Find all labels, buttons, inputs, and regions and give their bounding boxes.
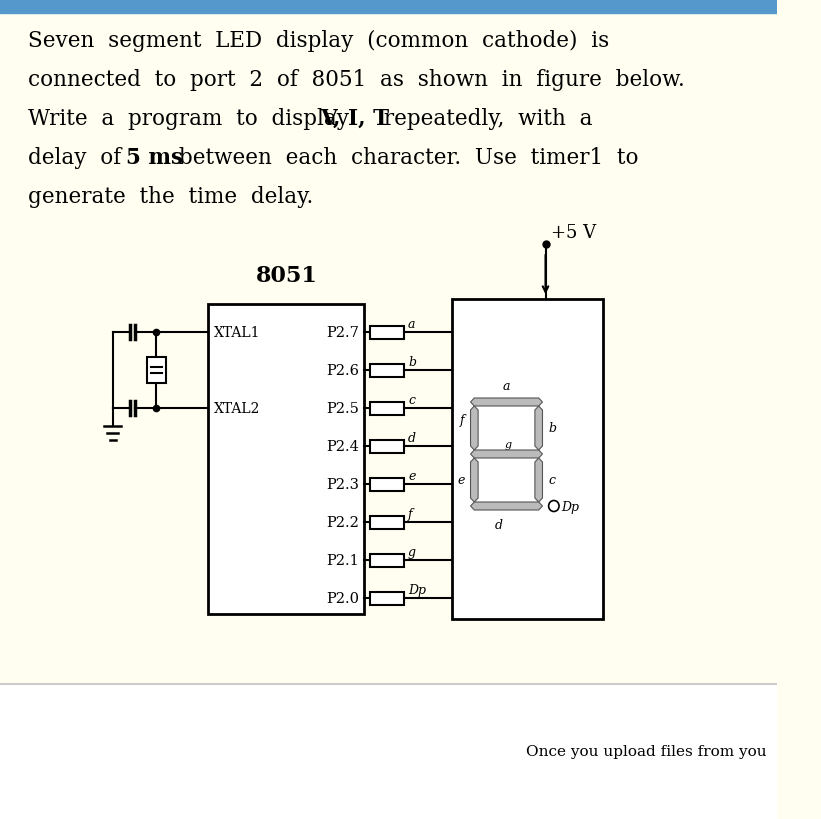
Bar [370, 440, 404, 453]
Bar [370, 364, 404, 377]
Polygon shape [470, 399, 543, 406]
Text: P2.4: P2.4 [326, 440, 359, 454]
Bar [0, 684, 777, 819]
Text: e: e [408, 469, 415, 482]
Text: XTAL2: XTAL2 [214, 401, 260, 415]
Bar [370, 402, 404, 415]
Text: a: a [408, 318, 415, 331]
Polygon shape [470, 450, 543, 459]
Text: Dp: Dp [408, 583, 426, 596]
Text: P2.0: P2.0 [326, 591, 359, 605]
Text: repeatedly,  with  a: repeatedly, with a [377, 108, 592, 130]
Text: f: f [461, 414, 465, 427]
Text: g: g [408, 545, 416, 559]
Bar [147, 358, 166, 383]
Text: e: e [457, 474, 465, 487]
Text: connected  to  port  2  of  8051  as  shown  in  figure  below.: connected to port 2 of 8051 as shown in … [29, 69, 686, 91]
Text: Dp: Dp [562, 500, 580, 513]
Text: b: b [548, 422, 556, 435]
Bar [452, 300, 603, 619]
Polygon shape [535, 406, 543, 450]
Text: g: g [505, 440, 512, 450]
Text: between  each  character.  Use  timer1  to: between each character. Use timer1 to [172, 147, 639, 169]
Text: c: c [548, 474, 555, 487]
Text: b: b [408, 355, 416, 369]
Text: delay  of: delay of [29, 147, 135, 169]
Bar [370, 592, 404, 604]
Text: XTAL1: XTAL1 [214, 326, 260, 340]
Text: 8051: 8051 [255, 265, 318, 287]
Text: 5 ms: 5 ms [126, 147, 183, 169]
Bar [370, 326, 404, 339]
Text: P2.5: P2.5 [326, 401, 359, 415]
Bar [209, 305, 365, 614]
Polygon shape [470, 459, 478, 502]
Polygon shape [535, 459, 543, 502]
Polygon shape [470, 406, 478, 450]
Bar [370, 554, 404, 567]
Text: d: d [495, 518, 503, 532]
Text: f: f [408, 508, 413, 520]
Text: Write  a  program  to  display: Write a program to display [29, 108, 356, 130]
Text: d: d [408, 432, 416, 445]
Text: P2.1: P2.1 [326, 554, 359, 568]
Circle shape [548, 501, 559, 512]
Text: Once you upload files from you: Once you upload files from you [526, 744, 767, 758]
Text: Seven  segment  LED  display  (common  cathode)  is: Seven segment LED display (common cathod… [29, 30, 610, 52]
Text: generate  the  time  delay.: generate the time delay. [29, 186, 314, 208]
Bar [0, 0, 777, 14]
Text: V, I, T: V, I, T [320, 108, 389, 130]
Text: P2.7: P2.7 [326, 326, 359, 340]
Text: P2.6: P2.6 [326, 364, 359, 378]
Bar [370, 516, 404, 529]
Bar [370, 478, 404, 491]
Text: P2.2: P2.2 [326, 515, 359, 529]
Bar [12, 20, 765, 684]
Text: c: c [408, 393, 415, 406]
Text: a: a [502, 379, 511, 392]
Polygon shape [470, 502, 543, 510]
Text: P2.3: P2.3 [326, 477, 359, 491]
Text: +5 V: +5 V [551, 224, 596, 242]
